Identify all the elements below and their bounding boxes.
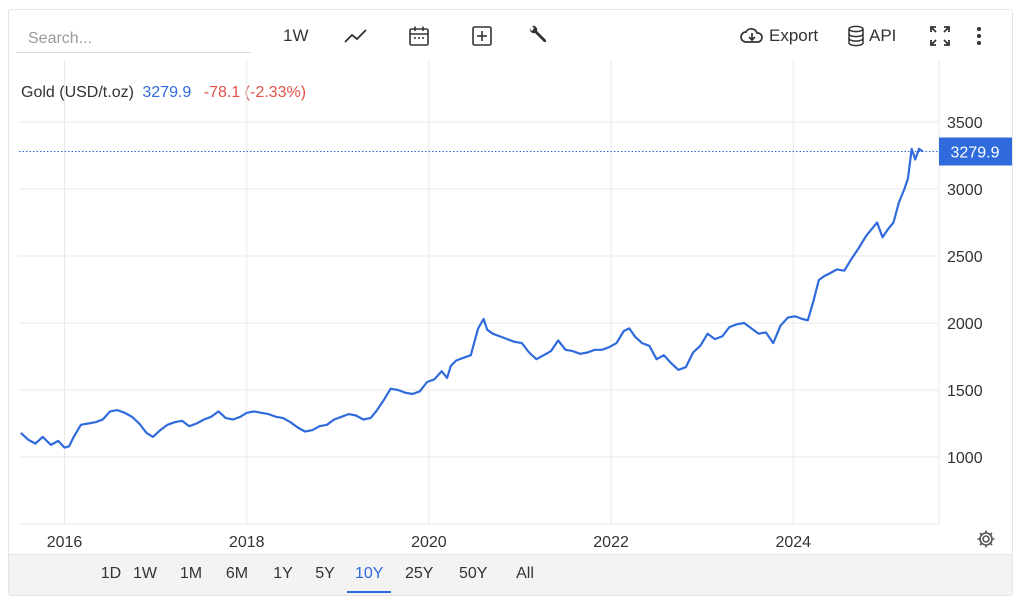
y-tick-label: 2500 — [947, 249, 983, 266]
more-button[interactable] — [974, 22, 984, 50]
range-button-5y[interactable]: 5Y — [315, 565, 335, 582]
range-button-1y[interactable]: 1Y — [273, 565, 293, 582]
export-button[interactable]: Export — [739, 22, 818, 50]
quote-header: Gold (USD/t.oz) 3279.9 -78.1 (-2.33%) — [21, 84, 306, 102]
fullscreen-icon — [930, 26, 950, 46]
range-button-6m[interactable]: 6M — [225, 565, 249, 582]
compare-button[interactable] — [471, 22, 493, 50]
toolbar: 1W Export API — [9, 10, 1012, 60]
range-button-all[interactable]: All — [516, 565, 534, 582]
y-tick-label: 2000 — [947, 316, 983, 333]
calendar-icon — [409, 26, 429, 46]
api-button[interactable]: API — [847, 22, 896, 50]
range-selector: 1D 1W 1M 6M 1Y 5Y 10Y 25Y 50Y All — [9, 554, 1012, 595]
fullscreen-button[interactable] — [928, 22, 952, 50]
range-button-25y[interactable]: 25Y — [405, 565, 434, 582]
x-tick-label: 2016 — [47, 534, 83, 551]
date-range-button[interactable] — [408, 22, 430, 50]
range-button-1w[interactable]: 1W — [133, 565, 157, 582]
x-tick-label: 2018 — [229, 534, 265, 551]
y-tick-label: 3000 — [947, 182, 983, 199]
interval-label: 1W — [283, 26, 309, 45]
instrument-name: Gold (USD/t.oz) — [21, 84, 134, 101]
range-button-1d[interactable]: 1D — [100, 565, 122, 582]
plus-box-icon — [472, 26, 492, 46]
wrench-icon — [529, 25, 547, 43]
api-label: API — [869, 26, 897, 45]
chart-type-button[interactable] — [343, 22, 369, 50]
x-tick-label: 2022 — [593, 534, 629, 551]
series-line-gold — [20, 147, 924, 449]
database-icon — [848, 25, 864, 47]
last-price-tag-label: 3279.9 — [951, 144, 1000, 161]
range-button-1m[interactable]: 1M — [179, 565, 203, 582]
interval-button[interactable]: 1W — [283, 22, 309, 50]
range-button-50y[interactable]: 50Y — [459, 565, 488, 582]
price-change: -78.1 (-2.33%) — [203, 84, 307, 101]
gear-icon — [977, 530, 995, 548]
last-price-tag — [939, 137, 1012, 166]
price-chart[interactable]: 3500 3000 2500 2000 1500 1000 2016 2018 2020 2022… — [9, 10, 1014, 557]
last-price: 3279.9 — [142, 84, 192, 101]
x-tick-label: 2024 — [775, 534, 811, 551]
y-tick-label: 3500 — [947, 115, 983, 132]
range-button-10y[interactable]: 10Y — [347, 555, 392, 593]
line-chart-icon — [344, 29, 367, 43]
y-tick-label: 1000 — [947, 450, 983, 467]
search-input[interactable] — [16, 25, 251, 53]
tools-button[interactable] — [526, 22, 548, 50]
y-tick-label: 1500 — [947, 383, 983, 400]
x-tick-label: 2020 — [411, 534, 447, 551]
export-label: Export — [769, 26, 819, 45]
chart-settings-button[interactable] — [976, 529, 996, 554]
more-vertical-icon — [977, 27, 981, 45]
cloud-download-icon — [740, 28, 763, 43]
chart-widget: 1W Export API Gold (USD/t.oz) 32 — [8, 9, 1013, 596]
